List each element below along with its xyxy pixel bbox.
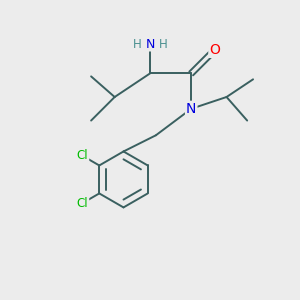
- Text: H: H: [159, 38, 168, 50]
- Text: H: H: [133, 38, 142, 50]
- Text: Cl: Cl: [77, 197, 88, 210]
- Text: N: N: [146, 38, 155, 50]
- Text: O: O: [209, 43, 220, 57]
- Text: N: N: [186, 102, 196, 116]
- Text: Cl: Cl: [77, 149, 88, 162]
